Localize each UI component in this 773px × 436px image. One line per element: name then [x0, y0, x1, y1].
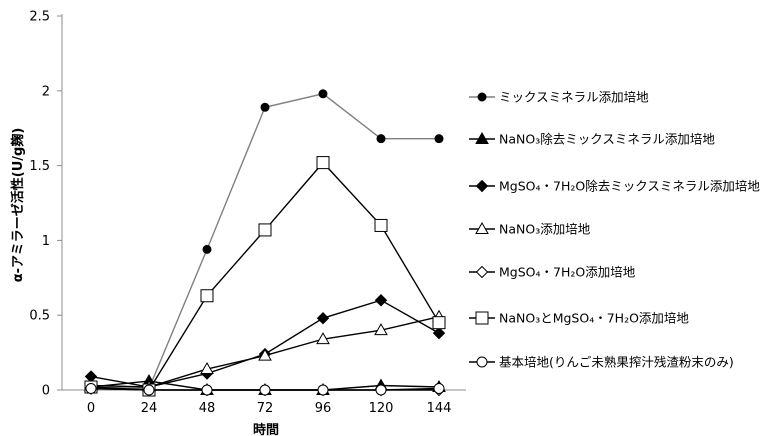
legend-marker	[475, 311, 489, 325]
y-tick-label: 1	[42, 234, 50, 249]
data-point	[432, 316, 446, 330]
legend-label: MgSO₄・7H₂O添加培地	[499, 265, 636, 280]
series-7	[85, 383, 445, 396]
legend-item: MgSO₄・7H₂O除去ミックスミネラル添加培地	[469, 179, 760, 194]
series-4	[84, 309, 446, 393]
series-3	[84, 294, 446, 394]
data-point	[258, 223, 272, 237]
legend-marker	[475, 131, 489, 144]
legend-label: NaNO₃除去ミックスミネラル添加培地	[499, 132, 715, 147]
legend-item: ミックスミネラル添加培地	[469, 90, 649, 105]
data-point	[258, 348, 272, 361]
legend-label: ミックスミネラル添加培地	[499, 90, 649, 105]
data-point	[200, 362, 214, 375]
legend-marker	[477, 92, 487, 102]
legend-marker	[475, 221, 489, 234]
data-point	[202, 244, 212, 254]
y-tick-label: 2	[42, 84, 50, 99]
legend-item: NaNO₃添加培地	[469, 222, 591, 237]
data-point	[200, 289, 214, 303]
legend-item: NaNO₃とMgSO₄・7H₂O添加培地	[469, 311, 689, 326]
data-point	[317, 384, 329, 396]
data-point	[316, 156, 330, 170]
data-point	[260, 102, 270, 112]
data-point	[316, 311, 330, 325]
y-tick-label: 1.5	[29, 159, 50, 174]
x-tick-label: 48	[199, 401, 216, 416]
data-point	[374, 323, 388, 336]
legend-label: 基本培地(りんご未熟果搾汁残渣粉末のみ)	[499, 355, 734, 370]
data-point	[374, 294, 388, 307]
legend-item: MgSO₄・7H₂O添加培地	[469, 265, 636, 280]
x-tick-label: 96	[315, 401, 332, 416]
data-point	[375, 384, 387, 396]
y-tick-label: 0.5	[29, 309, 50, 324]
series-line	[90, 93, 439, 390]
legend-label: NaNO₃添加培地	[499, 222, 591, 237]
x-tick-label: 120	[369, 401, 394, 416]
data-point	[316, 332, 330, 345]
legend-marker	[475, 179, 489, 193]
legend-marker	[476, 356, 488, 368]
x-tick-label: 72	[257, 401, 274, 416]
series-line	[90, 299, 440, 388]
data-point	[434, 134, 444, 144]
legend-label: MgSO₄・7H₂O除去ミックスミネラル添加培地	[499, 179, 760, 194]
legend-item: 基本培地(りんご未熟果搾汁残渣粉末のみ)	[469, 355, 734, 370]
legend: ミックスミネラル添加培地 NaNO₃除去ミックスミネラル添加培地 MgSO₄・7H₂…	[469, 90, 760, 370]
y-tick-label: 0	[42, 384, 50, 399]
legend-label: NaNO₃とMgSO₄・7H₂O添加培地	[499, 311, 689, 326]
x-tick-label: 0	[87, 401, 95, 416]
data-point	[376, 134, 386, 144]
data-point	[432, 326, 446, 340]
data-point	[143, 384, 155, 396]
y-tick-label: 2.5	[29, 10, 50, 25]
y-axis-label: α-アミラーゼ活性(U/g麹)	[10, 128, 26, 283]
data-point	[433, 383, 445, 395]
legend-item: NaNO₃除去ミックスミネラル添加培地	[469, 132, 715, 147]
x-axis-label: 時間	[253, 422, 279, 436]
data-point	[259, 384, 271, 396]
data-point	[374, 218, 388, 232]
plot-area: 0 0.5 1 1.5 2 2.5 0 24 48 72 96 120 144	[29, 10, 466, 416]
data-point	[201, 384, 213, 396]
x-tick-label: 144	[427, 401, 452, 416]
data-point	[318, 89, 328, 99]
data-point	[85, 383, 97, 395]
legend-marker	[475, 265, 489, 279]
x-tick-label: 24	[141, 401, 158, 416]
